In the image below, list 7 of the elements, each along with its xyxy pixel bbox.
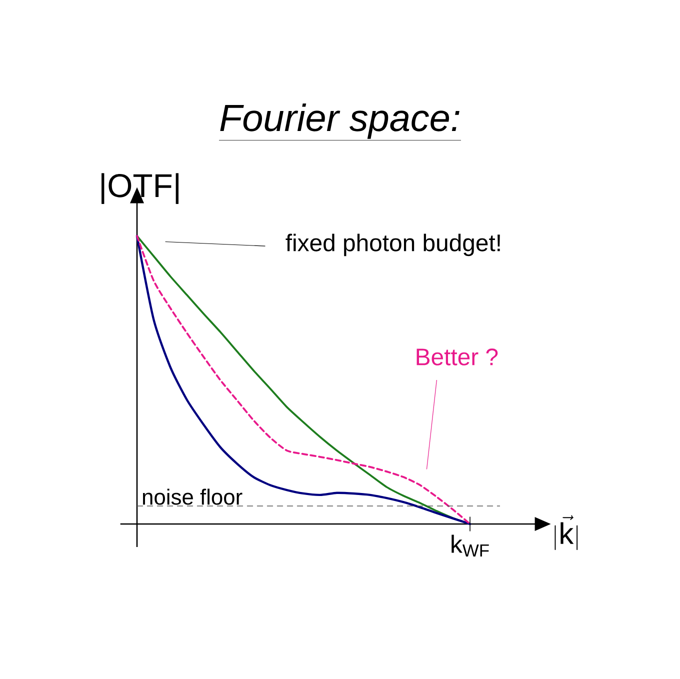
text: k$_{WF}$ [452,534,489,556]
chart-title: Fourier space: [220,104,460,139]
ref-line-label: noise floor [142,488,242,505]
annotation: Better ? [416,348,498,366]
annotation: fixed photon budget! [286,234,500,256]
y-axis-title: |OTF| [102,173,179,204]
text: $|\vec{\mathrm{k}}|$ [554,515,578,550]
